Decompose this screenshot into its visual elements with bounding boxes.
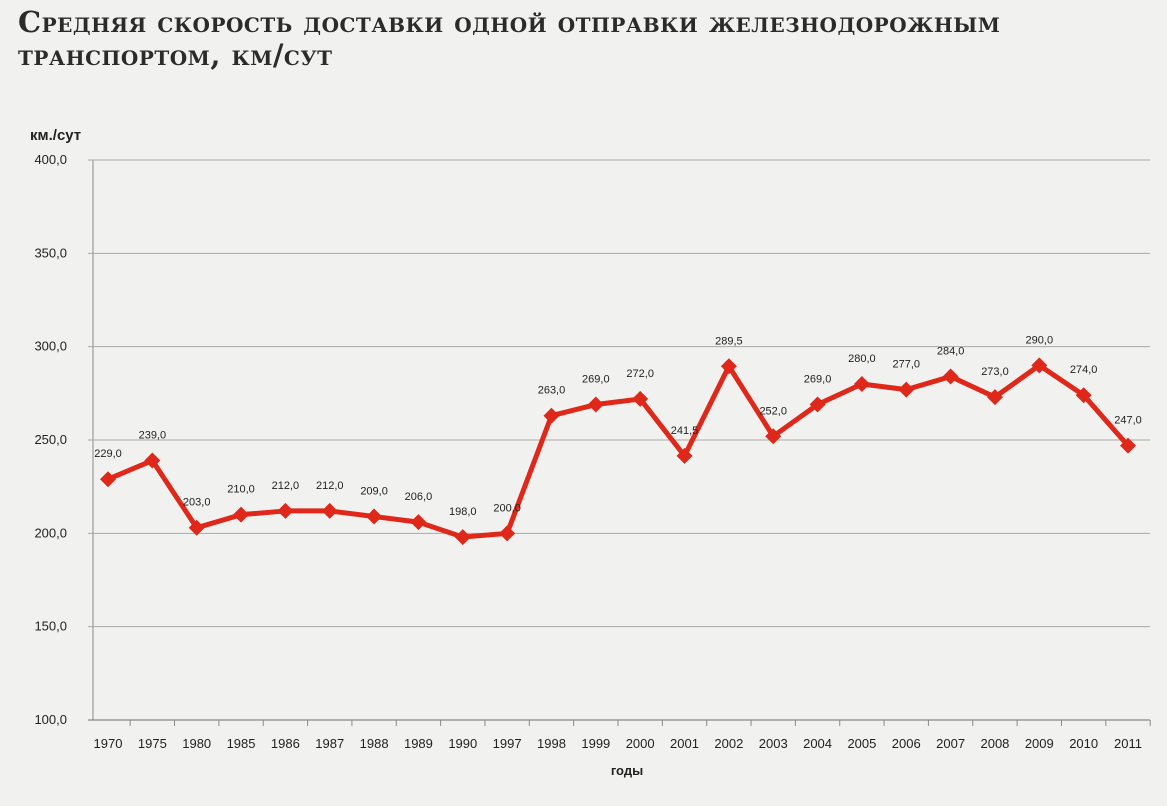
x-tick-label: 2001 <box>670 736 699 751</box>
x-tick-label: 2006 <box>892 736 921 751</box>
y-tick-label: 350,0 <box>34 245 67 260</box>
x-tick-label: 2011 <box>1114 736 1142 751</box>
y-tick-label: 100,0 <box>34 712 67 727</box>
x-tick-label: 1997 <box>493 736 522 751</box>
y-tick-label: 400,0 <box>34 152 67 167</box>
x-tick-label: 2004 <box>803 736 832 751</box>
data-point <box>454 529 471 546</box>
data-point <box>499 525 516 542</box>
data-point <box>587 396 604 413</box>
data-point <box>986 389 1003 406</box>
data-point <box>543 407 560 424</box>
data-point <box>853 376 870 392</box>
data-label: 289,5 <box>715 335 743 347</box>
data-point <box>188 519 205 536</box>
chart-title-line-2: транспортом, км/сут <box>18 38 333 72</box>
data-label: 284,0 <box>937 346 965 358</box>
data-points <box>100 357 1136 546</box>
x-ticks: 1970 1975 1980 1985 1986 1987 1988 1989 1990 1997… <box>94 720 1151 751</box>
data-point <box>1031 357 1048 374</box>
data-label: 239,0 <box>139 430 167 442</box>
y-axis-label: км./сут <box>30 127 81 144</box>
data-label: 229,0 <box>94 448 122 460</box>
data-label: 273,0 <box>981 366 1009 378</box>
chart-title: Средняя скорость доставки одной отправки… <box>18 6 1158 72</box>
x-tick-label: 2002 <box>714 736 743 751</box>
data-label: 198,0 <box>449 506 477 518</box>
data-point <box>410 514 427 531</box>
data-point <box>720 358 737 375</box>
data-label: 212,0 <box>272 480 300 492</box>
x-tick-label: 2008 <box>980 736 1009 751</box>
data-label: 269,0 <box>804 374 832 386</box>
data-point <box>765 428 782 445</box>
data-point <box>632 390 649 407</box>
data-point <box>809 396 826 413</box>
y-tick-label: 300,0 <box>34 339 67 354</box>
x-tick-label: 1986 <box>271 736 300 751</box>
data-label: 200,0 <box>493 502 521 514</box>
data-label: 274,0 <box>1070 364 1098 376</box>
data-point <box>366 508 383 525</box>
data-label: 206,0 <box>405 491 433 503</box>
data-label: 277,0 <box>892 359 920 371</box>
data-label: 263,0 <box>538 385 566 397</box>
x-tick-label: 2009 <box>1025 736 1054 751</box>
data-label: 209,0 <box>360 486 388 498</box>
data-labels: 229,0 239,0 203,0 210,0 212,0 212,0 209,0 206,0… <box>94 334 1142 518</box>
series-line <box>107 362 1130 540</box>
x-tick-label: 1988 <box>360 736 389 751</box>
x-tick-label: 2003 <box>759 736 788 751</box>
x-axis-label: годы <box>611 763 643 778</box>
data-point <box>321 502 338 519</box>
x-tick-label: 2000 <box>626 736 655 751</box>
x-tick-label: 1987 <box>315 736 344 751</box>
data-point <box>676 447 693 464</box>
x-tick-label: 1998 <box>537 736 566 751</box>
data-point <box>277 502 294 519</box>
data-point <box>1120 437 1136 454</box>
data-label: 203,0 <box>183 497 211 509</box>
data-label: 210,0 <box>227 484 255 496</box>
data-point <box>942 368 959 385</box>
data-point <box>898 381 915 398</box>
data-label: 247,0 <box>1114 415 1142 427</box>
x-tick-label: 1980 <box>182 736 211 751</box>
data-label: 212,0 <box>316 480 344 492</box>
x-tick-label: 2005 <box>847 736 876 751</box>
data-point <box>144 452 161 469</box>
y-tick-label: 250,0 <box>34 432 67 447</box>
x-tick-label: 2007 <box>936 736 965 751</box>
data-point <box>233 506 250 523</box>
y-tick-label: 200,0 <box>34 525 67 540</box>
x-tick-label: 1975 <box>138 736 167 751</box>
x-tick-label: 1990 <box>448 736 477 751</box>
chart-title-line-1: Средняя скорость доставки одной отправки… <box>18 5 1001 39</box>
data-label: 290,0 <box>1026 334 1054 346</box>
x-tick-label: 2010 <box>1069 736 1098 751</box>
data-label: 272,0 <box>626 368 654 380</box>
y-tick-label: 150,0 <box>34 619 67 634</box>
data-label: 280,0 <box>848 353 876 365</box>
data-point <box>100 471 116 488</box>
grid <box>88 159 1150 721</box>
data-label: 241,5 <box>671 425 699 437</box>
y-ticks: 100,0 150,0 200,0 250,0 300,0 350,0 400,0 <box>34 152 67 727</box>
x-tick-label: 1970 <box>94 736 123 751</box>
x-tick-label: 1999 <box>581 736 610 751</box>
data-label: 252,0 <box>759 405 787 417</box>
data-label: 269,0 <box>582 374 610 386</box>
x-tick-label: 1985 <box>227 736 256 751</box>
data-point <box>1075 387 1092 404</box>
x-tick-label: 1989 <box>404 736 433 751</box>
